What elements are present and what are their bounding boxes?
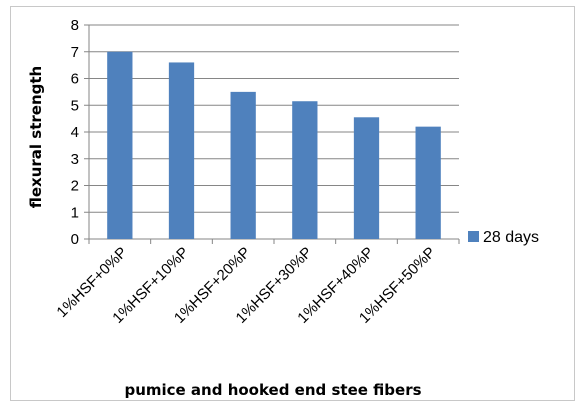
y-tick-label: 5 bbox=[71, 97, 79, 114]
y-tick-labels: 0 1 2 3 4 5 6 7 8 bbox=[71, 17, 79, 248]
y-tick-label: 7 bbox=[71, 44, 79, 61]
x-axis-title: pumice and hooked end stee fibers bbox=[124, 381, 421, 399]
y-axis-title: flexural strength bbox=[27, 66, 45, 208]
bar-chart: 0 1 2 3 4 5 6 7 8 1%HSF+0%P1%HSF+10%P1%HSF+20%P1… bbox=[27, 17, 539, 399]
legend-label: 28 days bbox=[483, 229, 539, 246]
y-tick-label: 8 bbox=[71, 17, 79, 34]
bar bbox=[107, 51, 133, 239]
legend-swatch bbox=[468, 231, 479, 242]
bars bbox=[107, 51, 441, 240]
chart-frame: 0 1 2 3 4 5 6 7 8 1%HSF+0%P 1%HSF+10%P 1%HSF+20%P 1… bbox=[10, 6, 575, 401]
y-tick-label: 3 bbox=[71, 151, 79, 168]
y-tick-label: 6 bbox=[71, 71, 79, 88]
bar bbox=[415, 126, 441, 239]
y-tick-label: 2 bbox=[71, 178, 79, 195]
legend: 28 days bbox=[468, 229, 539, 246]
bar bbox=[292, 101, 318, 239]
y-tick-label: 1 bbox=[71, 204, 79, 221]
bar bbox=[230, 91, 256, 239]
y-tick-label: 0 bbox=[71, 231, 79, 248]
x-category-labels: 1%HSF+0%P1%HSF+10%P1%HSF+20%P1%HSF+30%P1… bbox=[53, 244, 438, 327]
gridlines bbox=[84, 24, 460, 244]
bar bbox=[168, 62, 195, 240]
bar bbox=[353, 117, 380, 239]
y-tick-label: 4 bbox=[71, 124, 79, 141]
